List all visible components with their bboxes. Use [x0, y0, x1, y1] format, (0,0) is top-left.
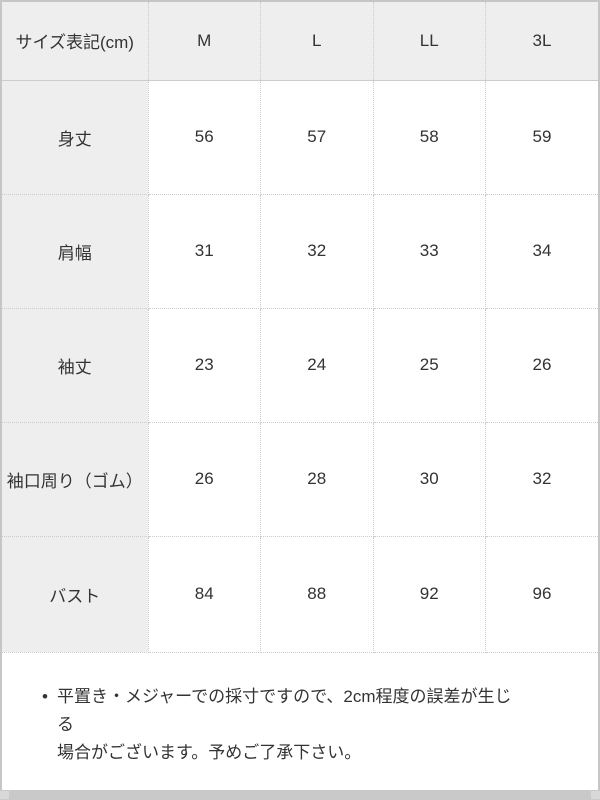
value-cell: 25 [372, 307, 486, 423]
size-col-header-l: L [260, 2, 374, 81]
value-cell: 58 [372, 79, 486, 195]
row-label-cuff-circumference: 袖口周り（ゴム） [2, 421, 149, 537]
row-label-sleeve-length: 袖丈 [2, 307, 149, 423]
value-cell: 34 [485, 193, 598, 309]
size-col-header-3l: 3L [485, 2, 598, 81]
table-row-shoulder-width: 肩幅 31 32 33 34 [2, 193, 598, 309]
value-cell: 32 [485, 421, 598, 537]
table-row-sleeve-length: 袖丈 23 24 25 26 [2, 307, 598, 423]
value-cell: 30 [372, 421, 486, 537]
table-row-bust: バスト 84 88 92 96 [2, 535, 598, 653]
table-header-row: サイズ表記(cm) M L LL 3L [2, 2, 598, 81]
table-row-cuff-circumference: 袖口周り（ゴム） 26 28 30 32 [2, 421, 598, 537]
row-label-bust: バスト [2, 535, 149, 653]
row-label-body-length: 身丈 [2, 79, 149, 195]
measurement-note: • 平置き・メジャーでの採寸ですので、2cm程度の誤差が生じる 場合がございます… [2, 653, 598, 767]
value-cell: 59 [485, 79, 598, 195]
bullet-icon: • [42, 686, 48, 706]
value-cell: 32 [260, 193, 374, 309]
value-cell: 24 [260, 307, 374, 423]
note-line-2: 場合がございます。予めご了承下さい。 [56, 742, 362, 762]
scrollbar-right-end[interactable] [591, 791, 600, 799]
value-cell: 84 [147, 535, 261, 653]
value-cell: 26 [485, 307, 598, 423]
value-cell: 88 [260, 535, 374, 653]
value-cell: 33 [372, 193, 486, 309]
value-cell: 96 [485, 535, 598, 653]
value-cell: 57 [260, 79, 374, 195]
note-line-1: 平置き・メジャーでの採寸ですので、2cm程度の誤差が生じる [56, 686, 512, 734]
value-cell: 56 [147, 79, 261, 195]
value-cell: 26 [147, 421, 261, 537]
size-unit-header: サイズ表記(cm) [2, 2, 149, 81]
value-cell: 31 [147, 193, 261, 309]
row-label-shoulder-width: 肩幅 [2, 193, 149, 309]
table-row-body-length: 身丈 56 57 58 59 [2, 79, 598, 195]
value-cell: 92 [372, 535, 486, 653]
size-chart-table: サイズ表記(cm) M L LL 3L 身丈 56 57 58 59 肩幅 31… [2, 2, 598, 653]
value-cell: 28 [260, 421, 374, 537]
note-text: 平置き・メジャーでの採寸ですので、2cm程度の誤差が生じる 場合がございます。予… [57, 683, 522, 767]
value-cell: 23 [147, 307, 261, 423]
size-col-header-ll: LL [372, 2, 486, 81]
horizontal-scrollbar[interactable] [0, 790, 600, 800]
size-col-header-m: M [147, 2, 261, 81]
scrollbar-left-end[interactable] [0, 791, 9, 799]
note-list-item: • 平置き・メジャーでの採寸ですので、2cm程度の誤差が生じる 場合がございます… [42, 683, 522, 767]
